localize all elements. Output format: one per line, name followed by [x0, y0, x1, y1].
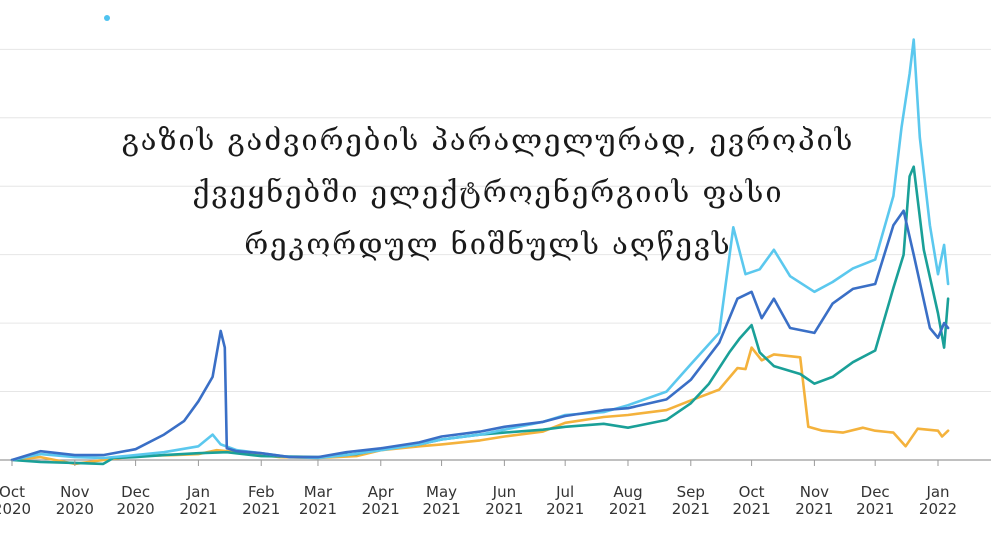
x-tick-label: Nov 2021 — [795, 483, 833, 518]
x-tick-label: Jan 2022 — [919, 483, 957, 518]
series-line-1 — [10, 346, 950, 466]
legend-dot — [104, 15, 110, 21]
x-tick-label: Jul 2021 — [546, 483, 584, 518]
x-tick-label: Nov 2020 — [56, 483, 94, 518]
x-tick-label: Sep 2021 — [672, 483, 710, 518]
x-tick-label: Apr 2021 — [362, 483, 400, 518]
x-tick-label: Jan 2021 — [179, 483, 217, 518]
chart-title-line-3: რეკორდულ ნიშნულს აღწევს — [244, 227, 731, 261]
series-line-2 — [10, 165, 950, 466]
x-tick-label: Oct2020 — [0, 483, 31, 518]
series-lines — [10, 38, 950, 466]
x-tick-label: Feb 2021 — [242, 483, 280, 518]
chart-title: გაზის გაძვირების პარალელურად, ევროპის ქვ… — [122, 123, 855, 261]
chart-title-line-2: ქვეყნებში ელექტროენერგიის ფასი — [192, 175, 783, 209]
x-tick-label: Mar 2021 — [299, 483, 337, 518]
gridlines — [0, 48, 991, 461]
x-tick-label: Dec 2021 — [856, 483, 894, 518]
x-tick-label: Oct 2021 — [732, 483, 770, 518]
x-tick-label: Aug 2021 — [609, 483, 647, 518]
x-tick-label: Dec 2020 — [117, 483, 155, 518]
chart-title-line-1: გაზის გაძვირების პარალელურად, ევროპის — [122, 123, 855, 157]
series-line-4 — [10, 209, 950, 462]
x-tick-label: Jun 2021 — [485, 483, 523, 518]
x-tick-label: May 2021 — [422, 483, 460, 518]
